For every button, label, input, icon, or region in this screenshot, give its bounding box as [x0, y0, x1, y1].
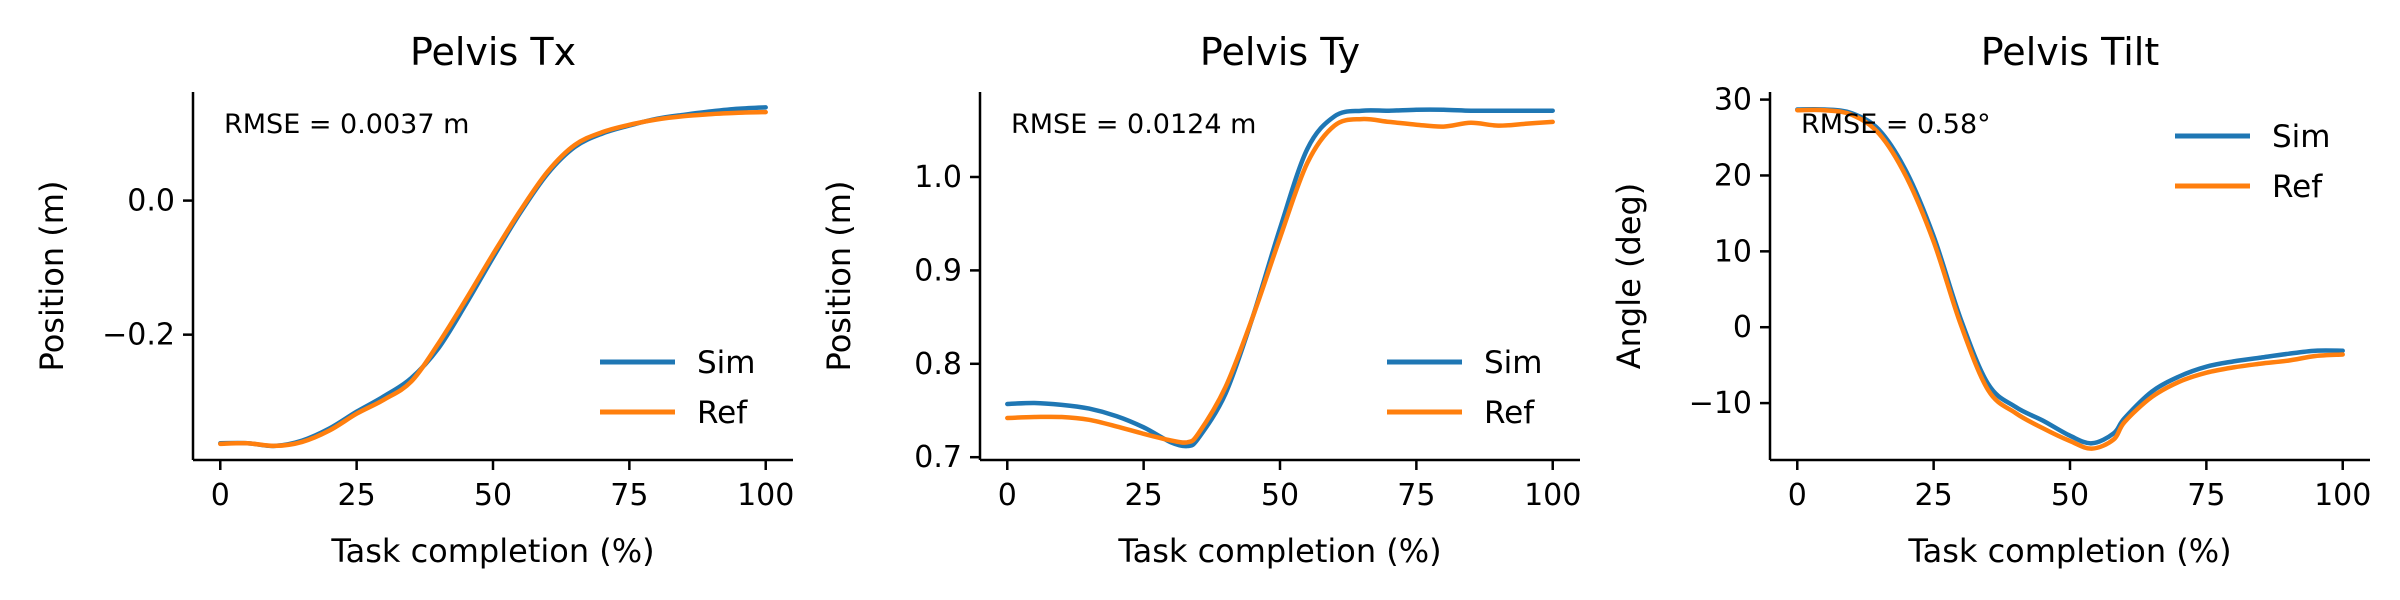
panel-pelvis-tx: 0 25 50 75 100 0.0 −0.2 Pelvis Tx Task completio…	[33, 30, 794, 570]
series-line-ref	[1795, 107, 2345, 451]
x-tick-label: 25	[1125, 478, 1163, 513]
legend-label-ref: Ref	[697, 395, 748, 431]
legend: Sim Ref	[600, 345, 756, 431]
legend-label-ref: Ref	[1484, 395, 1535, 431]
x-tick-label: 50	[474, 478, 512, 513]
panel-pelvis-ty: 0 25 50 75 100 0.7 0.8 0.9 1.0 Pelvis Ty Task comp…	[820, 30, 1581, 570]
x-tick-label: 0	[998, 478, 1017, 513]
series-line-ref	[1005, 116, 1555, 445]
y-tick-label: 10	[1714, 234, 1752, 269]
y-tick-label: −10	[1689, 386, 1752, 421]
y-axis-label: Position (m)	[33, 181, 71, 372]
x-tick-label: 75	[610, 478, 648, 513]
x-tick-label: 75	[1397, 478, 1435, 513]
rmse-annotation: RMSE = 0.0037 m	[224, 109, 469, 140]
y-tick-label: 0	[1733, 310, 1752, 345]
x-axis-label: Task completion (%)	[1117, 532, 1441, 570]
rmse-annotation: RMSE = 0.58°	[1801, 109, 1991, 140]
y-tick-label: 20	[1714, 158, 1752, 193]
series-line-sim	[218, 105, 768, 449]
chart-title: Pelvis Tilt	[1981, 30, 2159, 74]
y-axis-label: Angle (deg)	[1610, 183, 1648, 370]
y-tick-label: 0.9	[914, 253, 962, 288]
y-tick-label: 0.7	[914, 440, 962, 475]
x-axis-label: Task completion (%)	[330, 532, 654, 570]
y-tick-label: 0.8	[914, 347, 962, 382]
x-tick-label: 0	[211, 478, 230, 513]
y-tick-label: 0.0	[127, 184, 175, 219]
x-tick-label: 75	[2187, 478, 2225, 513]
x-tick-label: 50	[1261, 478, 1299, 513]
x-tick-label: 25	[1915, 478, 1953, 513]
panel-pelvis-tilt: 0 25 50 75 100 −10 0 10 20 30 Pelvis Tilt Task comp…	[1610, 30, 2371, 570]
legend-label-sim: Sim	[1484, 345, 1543, 381]
legend-label-sim: Sim	[2272, 119, 2331, 155]
series-line-sim	[1795, 106, 2345, 446]
x-tick-label: 50	[2051, 478, 2089, 513]
x-tick-label: 100	[737, 478, 794, 513]
legend-label-sim: Sim	[697, 345, 756, 381]
x-tick-label: 0	[1788, 478, 1807, 513]
chart-title: Pelvis Tx	[410, 30, 576, 74]
rmse-annotation: RMSE = 0.0124 m	[1011, 109, 1256, 140]
series-line-sim	[1005, 107, 1555, 449]
legend-label-ref: Ref	[2272, 169, 2323, 205]
y-tick-label: −0.2	[102, 318, 175, 353]
chart-title: Pelvis Ty	[1200, 30, 1360, 74]
y-axis-label: Position (m)	[820, 181, 858, 372]
x-tick-label: 100	[1524, 478, 1581, 513]
y-tick-label: 30	[1714, 83, 1752, 118]
legend: Sim Ref	[2175, 119, 2331, 205]
x-tick-label: 100	[2314, 478, 2371, 513]
y-tick-label: 1.0	[914, 160, 962, 195]
x-axis-label: Task completion (%)	[1907, 532, 2231, 570]
legend: Sim Ref	[1387, 345, 1543, 431]
x-tick-label: 25	[338, 478, 376, 513]
series-line-ref	[218, 109, 768, 449]
